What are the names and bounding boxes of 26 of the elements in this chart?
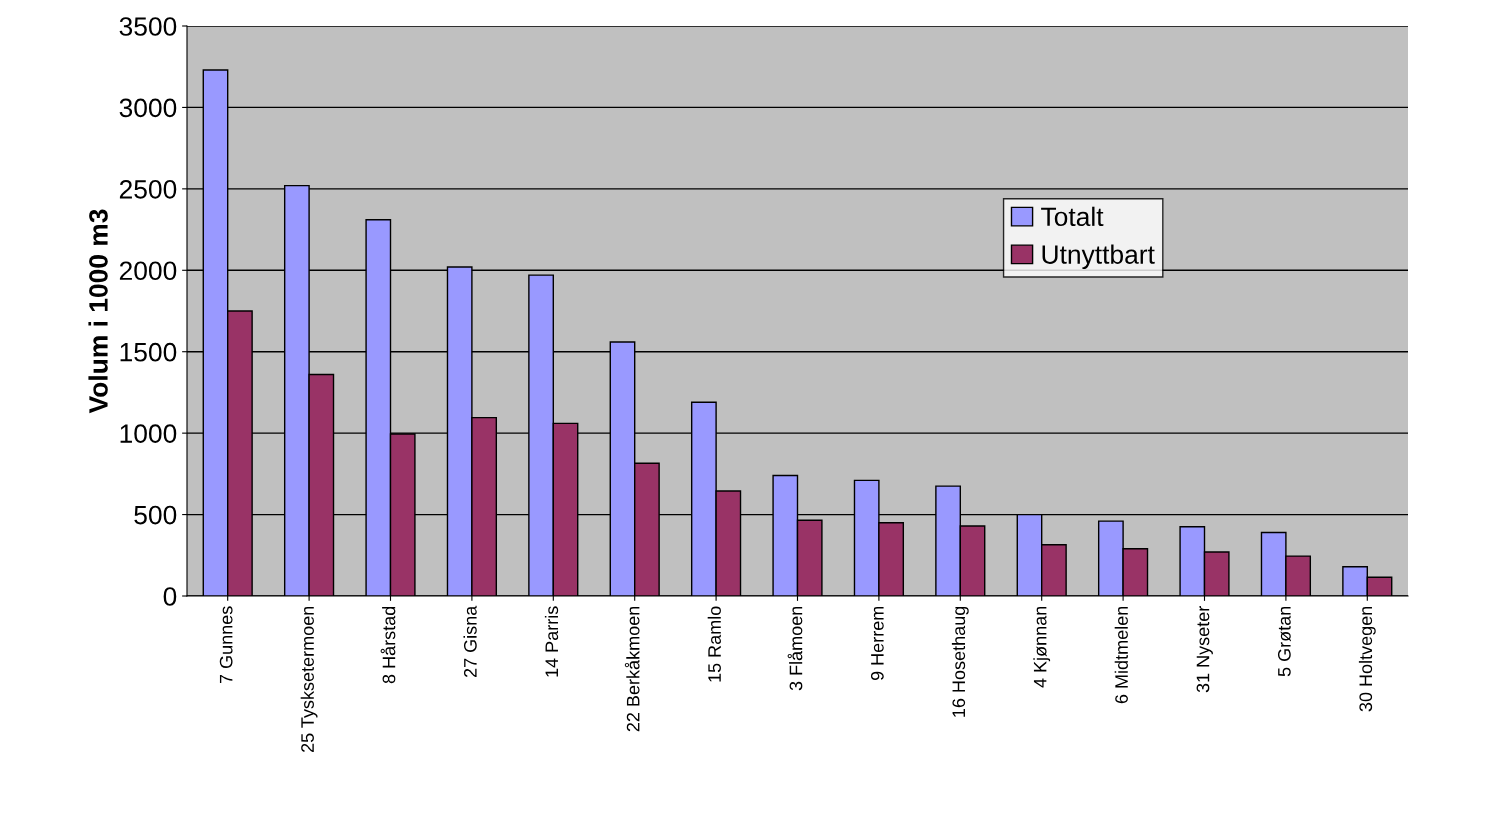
y-tick-label: 3000 [119,98,177,118]
x-tick-label: 16 Hosethaug [951,606,969,717]
x-tick-label: 7 Gunnes [219,606,233,684]
x-tick-label: 22 Berkåkmoen [624,606,640,732]
x-tick-label: 5 Grøtan [1277,606,1291,677]
y-tick-label: 2500 [119,179,177,199]
y-tick-label: 1500 [120,342,177,362]
y-axis-title: Volum i 1000 m3 [88,209,108,414]
x-tick-label: 30 Holtvegen [1358,606,1376,712]
y-tick-label: 3500 [119,17,177,36]
legend-label: Totalt [1041,206,1104,227]
x-tick-label: 9 Herrem [870,606,884,681]
x-tick-label: 4 Kjønnan [1033,606,1051,688]
x-tick-label: 14 Parris [544,606,559,677]
y-tick-label: 1000 [120,424,177,443]
x-tick-label: 8 Hårstad [380,606,396,684]
x-tick-label: 25 Tysksetermoen [300,606,318,753]
x-tick-label: 3 Flåmoen [787,606,803,691]
x-tick-label: 31 Nyseter [1196,606,1213,693]
legend-label: Utnyttbart [1042,244,1155,270]
x-tick-label: 27 Gisna [463,605,477,678]
x-tick-label: 15 Ramlo [707,606,721,682]
y-tick-label: 2000 [119,261,177,281]
x-tick-label: 6 Midtmelen [1114,606,1128,704]
y-tick-label: 0 [163,587,177,606]
y-tick-label: 500 [134,505,177,525]
